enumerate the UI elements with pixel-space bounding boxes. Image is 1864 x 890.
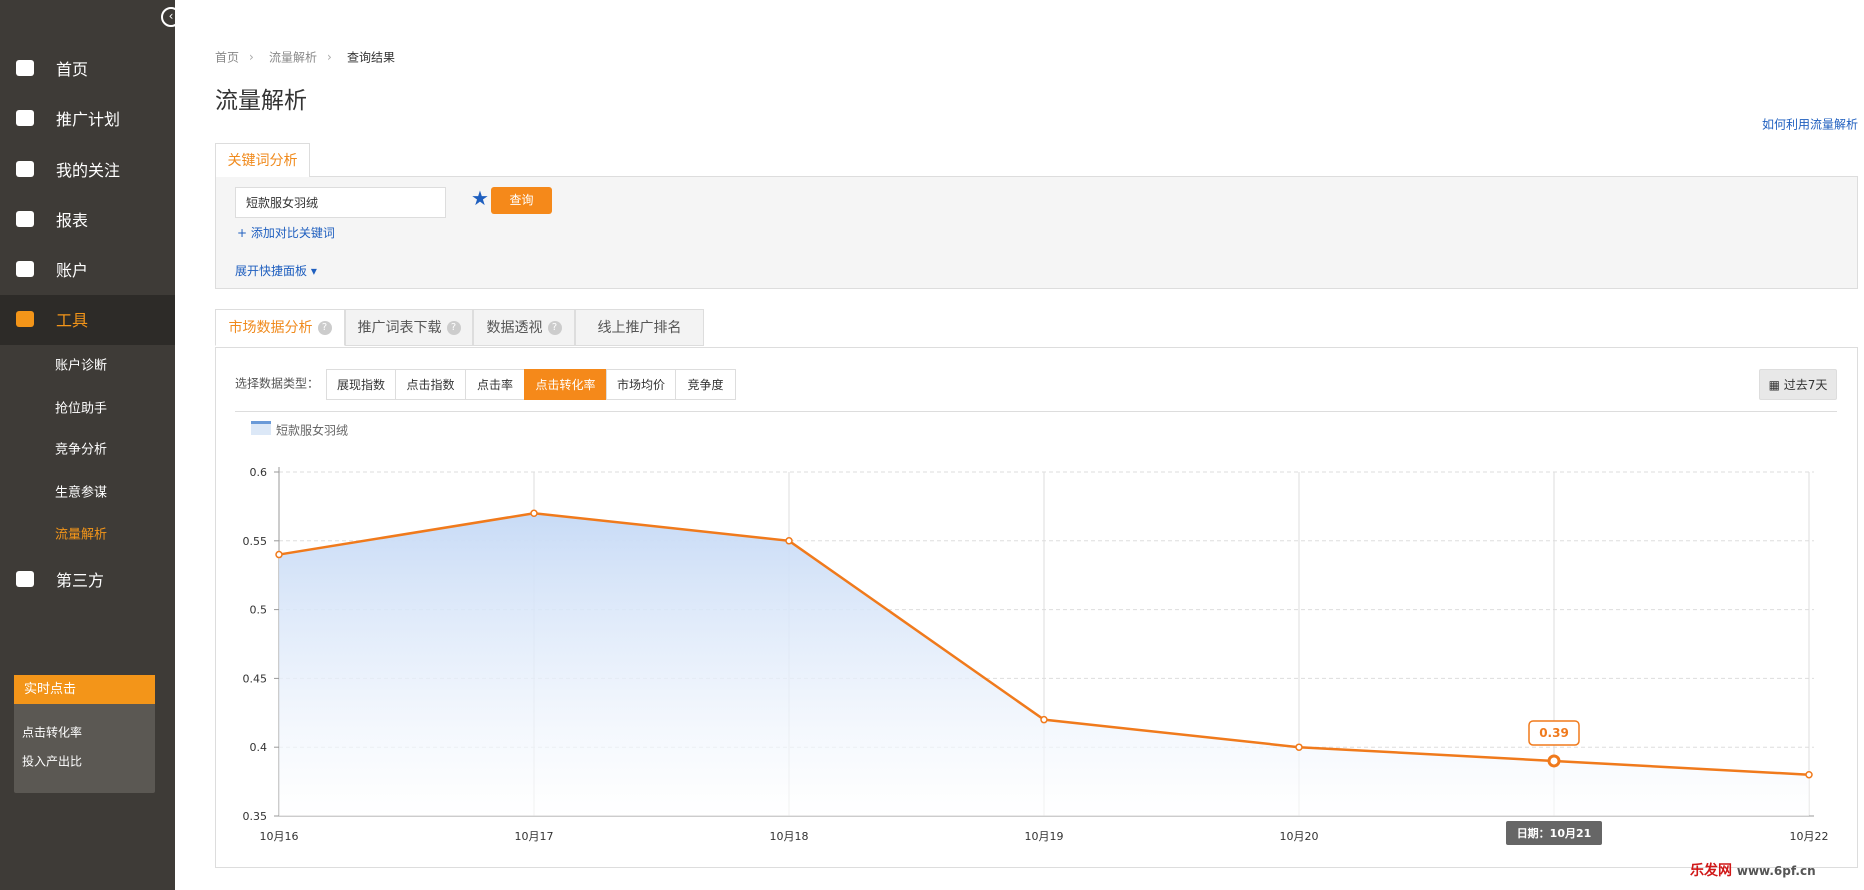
watermark-url: www.6pf.cn [1736,864,1816,878]
nav-icon[interactable] [16,311,34,327]
data-type-label: 选择数据类型： [235,376,320,391]
keyword-input[interactable]: 短款服女羽绒 [235,187,446,218]
help-link[interactable]: 如何利用流量解析 [1761,117,1858,132]
y-tick-label: 0.45 [243,672,268,685]
x-tick-label: 10月16 [260,830,299,843]
y-tick-label: 0.55 [243,535,268,548]
chart-panel [215,347,1858,868]
tooltip-date-box [1506,821,1602,845]
realtime-item[interactable]: 点击转化率 [22,725,83,740]
point[interactable] [1805,770,1813,779]
point[interactable] [275,550,283,559]
expand-link[interactable]: 展开快捷面板 ▾ [235,264,317,278]
breadcrumb-sep: › [327,50,332,64]
data-type-button[interactable]: 点击指数 [395,369,466,400]
nav-item[interactable]: 报表 [56,211,89,230]
tab-label[interactable]: 市场数据分析 [228,320,313,336]
sub-nav-item[interactable]: 生意参谋 [55,485,108,501]
page-title: 流量解析 [215,88,307,114]
add-compare[interactable]: + 添加对比关键词 [237,226,335,240]
sidebar: ‹ 实时点击 首页推广计划我的关注报表账户工具第三方 账户诊断抢位助手竞争分析生意… [0,0,181,890]
point[interactable] [785,537,793,545]
analysis-tab[interactable]: 线上推广排名 [575,309,704,346]
nav-item[interactable]: 首页 [56,60,89,79]
x-tick-label: 10月18 [770,830,809,843]
watermark-name: 乐发网 [1690,863,1732,879]
sub-nav-item[interactable]: 抢位助手 [55,401,108,417]
add-compare-text[interactable]: 添加对比关键词 [250,226,335,240]
y-tick-label: 0.6 [250,466,268,479]
sub-nav-item[interactable]: 竞争分析 [55,442,108,458]
nav-icon[interactable] [16,211,34,227]
x-tick-label: 10月19 [1025,830,1064,843]
point[interactable] [1295,743,1303,751]
tab-label[interactable]: 推广词表下载 [357,320,442,336]
tooltip-box [1528,720,1580,746]
keyword-tab[interactable]: 关键词分析 [215,143,310,177]
help-icon[interactable]: ? [446,321,461,335]
breadcrumb-item: 查询结果 [347,50,396,65]
breadcrumb-item[interactable]: 流量解析 [269,50,318,65]
realtime-box: 实时点击 [14,675,155,793]
nav-item[interactable]: 账户 [56,261,89,280]
sub-nav-item[interactable]: 流量解析 [55,527,108,543]
sub-nav-item[interactable]: 账户诊断 [55,358,108,374]
separator [235,411,1837,412]
nav-icon[interactable] [16,110,34,126]
point[interactable] [530,509,538,518]
legend-label[interactable]: 短款服女羽绒 [276,423,349,438]
nav-icon[interactable] [16,571,34,587]
nav-icon[interactable] [16,60,34,76]
x-tick-label: 10月20 [1280,830,1319,843]
query-button[interactable]: 查询 [491,187,552,214]
nav-icon[interactable] [16,261,34,277]
realtime-item[interactable]: 投入产出比 [22,754,83,769]
expand-text[interactable]: 展开快捷面板 [235,264,308,278]
y-tick-label: 0.35 [243,810,268,823]
legend-icon[interactable] [251,421,271,435]
y-tick-label: 0.5 [250,604,268,617]
analysis-tab[interactable]: 市场数据分析? [215,309,345,346]
nav-item[interactable]: 推广计划 [56,110,121,129]
area [279,513,1809,816]
x-tick-label: 10月17 [515,830,554,843]
realtime-title: 实时点击 [14,675,155,704]
data-type-button[interactable]: 竞争度 [675,369,736,400]
tab-label[interactable]: 线上推广排名 [597,320,682,336]
data-type-button[interactable]: 展现指数 [326,369,396,400]
nav-item[interactable]: 工具 [56,311,89,330]
help-icon[interactable]: ? [547,321,562,335]
search-panel [215,176,1858,289]
breadcrumb-item[interactable]: 首页 [215,50,240,65]
point[interactable] [1040,715,1048,724]
tooltip-value: 0.39 [1539,726,1569,740]
analysis-tab[interactable]: 推广词表下载? [345,309,473,346]
nav-item[interactable]: 第三方 [56,571,105,590]
star-icon[interactable]: ★ [471,186,489,210]
data-type-button[interactable]: 市场均价 [606,369,676,400]
point[interactable] [1547,754,1561,768]
chart: 0.35 0.4 0.45 0.5 0.55 0.6 10月16 10月17 10月18 10月1… [243,466,1829,845]
help-icon[interactable]: ? [317,321,332,335]
tooltip-date: 日期：10月21 [1517,826,1592,840]
nav-icon[interactable] [16,161,34,177]
watermark: 乐发网 www.6pf.cn [1690,860,1816,880]
date-range-text[interactable]: 过去7天 [1783,378,1828,392]
analysis-tab[interactable]: 数据透视? [473,309,575,346]
nav-item[interactable]: 我的关注 [56,161,121,180]
x-tick-label: 10月22 [1790,830,1829,843]
collapse-button[interactable]: ‹ [161,7,181,27]
y-tick-label: 0.4 [250,741,268,754]
tab-label[interactable]: 数据透视 [486,320,543,336]
date-range-button[interactable]: ▦ 过去7天 [1759,369,1837,400]
data-type-button[interactable]: 点击转化率 [524,369,607,400]
breadcrumb-sep: › [249,50,254,64]
